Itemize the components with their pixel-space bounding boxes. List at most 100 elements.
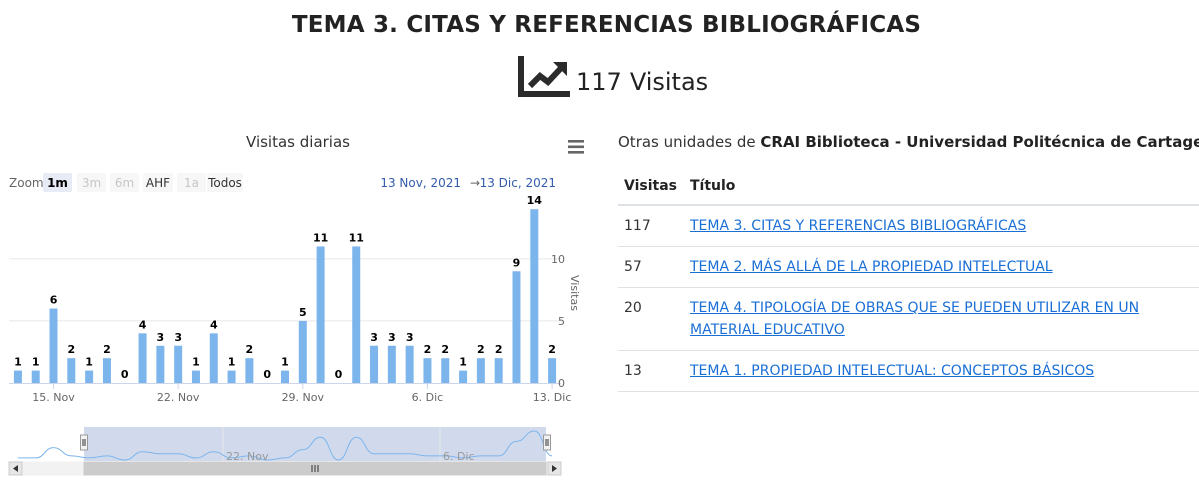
row-visits: 13 (618, 350, 684, 392)
bar[interactable] (405, 345, 414, 383)
navigator-handle-right[interactable] (543, 434, 551, 451)
bar[interactable] (174, 345, 183, 383)
data-label: 1 (459, 356, 467, 369)
bar[interactable] (209, 333, 218, 383)
bar[interactable] (67, 358, 76, 383)
bar[interactable] (102, 358, 111, 383)
data-label: 3 (370, 331, 378, 344)
navigator-handle-left[interactable] (80, 434, 88, 451)
visits-summary: 117 Visitas (518, 52, 708, 98)
svg-text:Todos: Todos (207, 176, 242, 190)
data-label: 11 (313, 231, 328, 244)
grid-lines (9, 258, 561, 384)
x-axis: 15. Nov 22. Nov 29. Nov 6. Dic 13. Dic (32, 383, 571, 404)
unit-link[interactable]: TEMA 2. MÁS ALLÁ DE LA PROPIEDAD INTELEC… (690, 259, 1053, 275)
bar[interactable] (156, 345, 165, 383)
navigator-scrollbar[interactable] (8, 461, 562, 476)
data-label: 2 (548, 343, 556, 356)
bar[interactable] (31, 370, 40, 383)
data-label: 1 (32, 356, 40, 369)
range-arrow: → (470, 176, 480, 190)
row-title-cell: TEMA 2. MÁS ALLÁ DE LA PROPIEDAD INTELEC… (684, 246, 1199, 288)
data-label: 2 (495, 343, 503, 356)
data-label: 3 (157, 331, 165, 344)
bar[interactable] (138, 333, 147, 383)
bar[interactable] (352, 246, 361, 383)
x-tick-label: 15. Nov (32, 391, 75, 404)
navigator-label: 6. Dic (443, 450, 475, 463)
bar[interactable] (494, 358, 503, 383)
visits-count: 117 (576, 68, 622, 96)
page-title: TEMA 3. CITAS Y REFERENCIAS BIBLIOGRÁFIC… (291, 12, 922, 38)
row-title-cell: TEMA 4. TIPOLOGÍA DE OBRAS QUE SE PUEDEN… (684, 287, 1199, 351)
bar[interactable] (530, 209, 539, 383)
chart-trend-icon (518, 56, 570, 97)
bar[interactable] (316, 246, 325, 383)
unit-link[interactable]: TEMA 1. PROPIEDAD INTELECTUAL: CONCEPTOS… (690, 363, 1095, 379)
data-label: 6 (50, 294, 58, 307)
range-button-1m[interactable]: 1m (43, 173, 72, 192)
y-axis: 0 5 10 (551, 253, 565, 390)
data-label: 3 (388, 331, 396, 344)
svg-text:1m: 1m (47, 176, 68, 190)
other-units-panel: Otras unidades de CRAI Biblioteca - Univ… (618, 130, 1199, 392)
data-label: 4 (210, 318, 218, 331)
data-label: 2 (424, 343, 432, 356)
row-visits: 20 (618, 287, 684, 351)
x-tick-label: 6. Dic (412, 391, 444, 404)
bar[interactable] (227, 370, 236, 383)
bar[interactable] (13, 370, 22, 383)
data-label: 14 (527, 194, 543, 207)
table-header-row: Visitas Título (618, 170, 1199, 206)
column-header-visitas: Visitas (618, 170, 684, 206)
visits-label: Visitas (629, 68, 709, 96)
range-from-input[interactable]: 13 Nov, 2021 (380, 176, 461, 190)
range-to-input[interactable]: 13 Dic, 2021 (480, 176, 556, 190)
data-label: 1 (14, 356, 22, 369)
unit-link[interactable]: TEMA 3. CITAS Y REFERENCIAS BIBLIOGRÁFIC… (690, 218, 1027, 234)
data-label: 1 (281, 356, 289, 369)
bar[interactable] (85, 370, 94, 383)
y-tick-label: 5 (558, 315, 565, 328)
daily-visits-chart: Visitas diarias Zoom 1m 3m 6m (0, 120, 600, 488)
bar[interactable] (441, 358, 450, 383)
range-button-ahf[interactable]: AHF (143, 173, 173, 192)
bar[interactable] (423, 358, 432, 383)
range-button-3m[interactable]: 3m (77, 173, 106, 192)
data-label: 1 (228, 356, 236, 369)
bar[interactable] (49, 308, 58, 383)
bar[interactable] (459, 370, 468, 383)
column-header-titulo: Título (684, 170, 1199, 206)
data-label: 5 (299, 306, 307, 319)
data-label: 3 (174, 331, 182, 344)
data-label: 9 (513, 256, 521, 269)
range-button-todos[interactable]: Todos (207, 173, 243, 192)
bar[interactable] (370, 345, 379, 383)
unit-link[interactable]: TEMA 4. TIPOLOGÍA DE OBRAS QUE SE PUEDEN… (690, 300, 1140, 338)
bar[interactable] (281, 370, 289, 383)
data-label: 2 (67, 343, 75, 356)
data-label: 11 (349, 231, 364, 244)
range-button-1a[interactable]: 1a (177, 173, 206, 192)
bar[interactable] (387, 345, 396, 383)
navigator-selection[interactable] (84, 427, 546, 461)
range-selector: Zoom 1m 3m 6m AHF 1a (9, 173, 556, 192)
bar[interactable] (512, 271, 521, 383)
navigator[interactable]: 22. Nov 6. Dic (9, 427, 561, 463)
bar[interactable] (191, 370, 200, 383)
table-row: 57 TEMA 2. MÁS ALLÁ DE LA PROPIEDAD INTE… (618, 246, 1199, 288)
data-label: 1 (85, 356, 93, 369)
row-title-cell: TEMA 1. PROPIEDAD INTELECTUAL: CONCEPTOS… (684, 350, 1199, 392)
range-button-6m[interactable]: 6m (110, 173, 139, 192)
bar[interactable] (476, 358, 485, 383)
bar[interactable] (298, 320, 307, 383)
data-label: 1 (192, 356, 200, 369)
chart-menu-icon[interactable] (566, 138, 586, 156)
units-table: Visitas Título 117 TEMA 3. CITAS Y REFER… (618, 170, 1199, 392)
bar[interactable] (245, 358, 254, 383)
bar[interactable] (548, 358, 557, 383)
svg-text:3m: 3m (82, 176, 101, 190)
data-label: 2 (103, 343, 111, 356)
organization-name: CRAI Biblioteca - Universidad Politécnic… (760, 133, 1199, 151)
